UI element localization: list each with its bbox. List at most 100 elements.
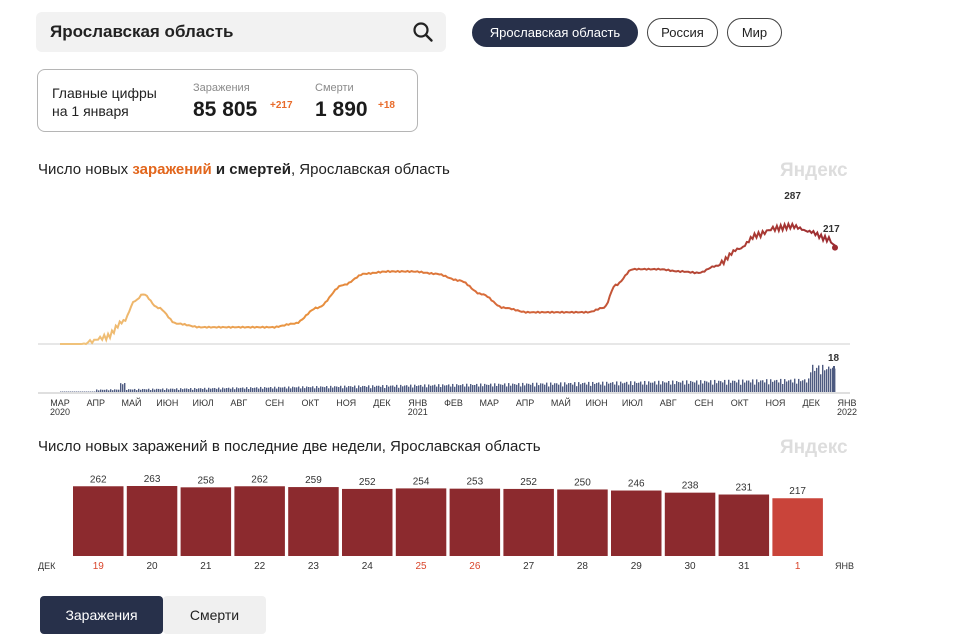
deaths-bar bbox=[772, 381, 774, 392]
deaths-bar bbox=[732, 380, 734, 392]
deaths-bar bbox=[152, 388, 154, 392]
deaths-bar bbox=[774, 380, 776, 392]
deaths-bar bbox=[734, 380, 736, 392]
deaths-button[interactable]: Смерти bbox=[163, 596, 266, 634]
deaths-bar bbox=[76, 391, 78, 392]
region-pill-world[interactable]: Мир bbox=[727, 18, 782, 47]
deaths-bar bbox=[670, 384, 672, 392]
deaths-bar bbox=[270, 387, 272, 392]
infections-button[interactable]: Заражения bbox=[40, 596, 163, 634]
timeline-month-label: МАЙ bbox=[551, 397, 571, 408]
deaths-bar bbox=[472, 384, 474, 392]
deaths-bar bbox=[728, 379, 730, 392]
deaths-bar bbox=[590, 385, 592, 392]
deaths-bar bbox=[512, 383, 514, 392]
timeline-month-label: АПР bbox=[516, 398, 534, 408]
deaths-bar bbox=[184, 388, 186, 392]
two-weeks-bar-value: 252 bbox=[359, 477, 376, 488]
deaths-bar bbox=[556, 383, 558, 392]
deaths-bar bbox=[520, 386, 522, 392]
deaths-bar bbox=[622, 383, 624, 392]
deaths-bar bbox=[74, 391, 76, 392]
deaths-bar bbox=[116, 389, 118, 392]
deaths-bar bbox=[454, 386, 456, 392]
deaths-bar bbox=[646, 384, 648, 392]
two-weeks-bar bbox=[234, 486, 285, 556]
deaths-bar bbox=[700, 380, 702, 392]
deaths-bar bbox=[706, 381, 708, 392]
deaths-bar bbox=[84, 391, 86, 392]
two-weeks-day-label: 22 bbox=[254, 561, 266, 572]
deaths-bar bbox=[180, 388, 182, 392]
deaths-bars bbox=[60, 364, 836, 392]
deaths-bar bbox=[660, 384, 662, 392]
deaths-bar bbox=[804, 379, 806, 392]
region-pill-russia[interactable]: Россия bbox=[647, 18, 718, 47]
deaths-bar bbox=[380, 386, 382, 392]
deaths-bar bbox=[502, 384, 504, 392]
region-pill-yaroslavl[interactable]: Ярославская область bbox=[472, 18, 638, 47]
deaths-bar bbox=[500, 384, 502, 392]
deaths-bar bbox=[676, 381, 678, 392]
two-weeks-bar bbox=[557, 489, 608, 556]
deaths-bar bbox=[640, 381, 642, 392]
deaths-bar bbox=[770, 379, 772, 392]
deaths-bar bbox=[330, 385, 332, 392]
chart1-title-deaths: и смертей bbox=[211, 161, 291, 178]
deaths-bar bbox=[690, 380, 692, 392]
deaths-bar bbox=[410, 384, 412, 392]
deaths-bar bbox=[174, 389, 176, 392]
deaths-bar bbox=[392, 385, 394, 392]
deaths-bar bbox=[802, 380, 804, 392]
search-bar[interactable]: Ярославская область bbox=[36, 12, 446, 52]
timeline-month-label: СЕН bbox=[694, 398, 713, 408]
deaths-bar bbox=[296, 387, 298, 392]
deaths-bar bbox=[476, 383, 478, 392]
deaths-bar bbox=[404, 385, 406, 392]
timeline-month-label: ДЕК bbox=[803, 398, 821, 408]
deaths-bar bbox=[634, 381, 636, 392]
deaths-bar bbox=[820, 374, 822, 392]
deaths-bar bbox=[298, 386, 300, 392]
two-weeks-bar bbox=[449, 488, 501, 556]
two-weeks-bar bbox=[664, 492, 716, 556]
main-figures-title-line1: Главные цифры bbox=[52, 85, 157, 101]
two-weeks-bar-value: 258 bbox=[198, 475, 215, 486]
deaths-bar bbox=[182, 389, 184, 392]
deaths-bar bbox=[336, 386, 338, 392]
search-input[interactable]: Ярославская область bbox=[50, 22, 234, 41]
deaths-bar bbox=[214, 387, 216, 392]
deaths-bar bbox=[218, 387, 220, 392]
deaths-bar bbox=[64, 391, 66, 392]
search-icon[interactable] bbox=[412, 21, 434, 43]
chart1-title: Число новых заражений и смертей, Ярослав… bbox=[38, 161, 450, 178]
deaths-bar bbox=[266, 387, 268, 392]
deaths-bar bbox=[420, 384, 422, 392]
two-weeks-day-label: 20 bbox=[146, 561, 158, 572]
two-weeks-day-label: 25 bbox=[415, 561, 427, 572]
deaths-bar bbox=[632, 385, 634, 392]
deaths-bar bbox=[514, 384, 516, 392]
two-weeks-day-label: 23 bbox=[308, 561, 320, 572]
two-weeks-day-label: 31 bbox=[738, 561, 750, 572]
deaths-bar bbox=[252, 387, 254, 392]
deaths-bar bbox=[510, 385, 512, 392]
deaths-bar bbox=[490, 383, 492, 392]
deaths-bar bbox=[626, 381, 628, 392]
deaths-bar bbox=[248, 388, 250, 392]
deaths-bar bbox=[322, 386, 324, 392]
deaths-bar bbox=[832, 367, 834, 392]
deaths-bar bbox=[272, 388, 274, 392]
deaths-bar bbox=[396, 384, 398, 392]
deaths-bar bbox=[242, 387, 244, 392]
deaths-bar bbox=[106, 389, 108, 392]
two-weeks-day-label: 24 bbox=[362, 561, 374, 572]
deaths-bar bbox=[702, 383, 704, 392]
deaths-bar bbox=[746, 380, 748, 392]
deaths-bar bbox=[800, 381, 802, 392]
deaths-bar bbox=[334, 386, 336, 392]
timeline-month-label: ИЮН bbox=[156, 398, 178, 408]
deaths-bar bbox=[496, 385, 498, 392]
deaths-bar bbox=[740, 384, 742, 392]
